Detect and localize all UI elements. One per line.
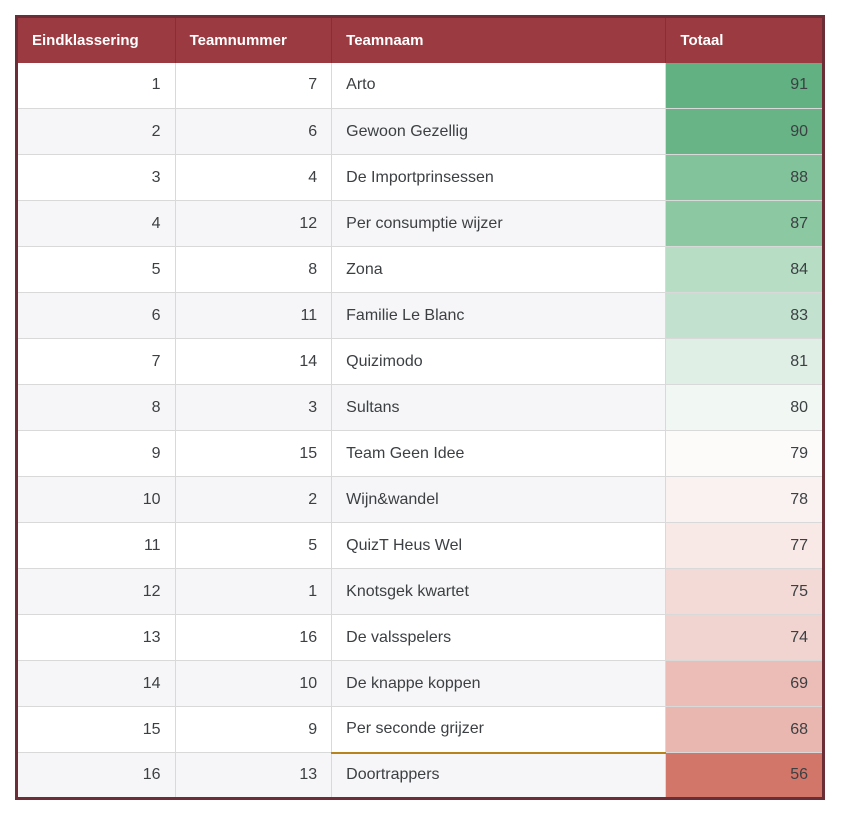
rank-cell: 9: [16, 430, 176, 477]
header-row: Eindklassering Teamnummer Teamnaam Totaa…: [16, 16, 824, 63]
header-teamnaam: Teamnaam: [331, 16, 666, 63]
table-row: 8 3 Sultans 80: [16, 384, 824, 431]
header-teamnummer: Teamnummer: [174, 16, 332, 63]
team-number-cell: 5: [174, 522, 332, 569]
rank-cell: 4: [16, 200, 176, 247]
rank-cell: 2: [16, 108, 176, 155]
table-row: 3 4 De Importprinsessen 88: [16, 154, 824, 201]
total-score-cell: 80: [665, 384, 824, 431]
total-score-cell: 91: [665, 62, 824, 109]
team-name-cell: Per seconde grijzer: [331, 706, 666, 753]
team-name-cell: De Importprinsessen: [331, 154, 666, 201]
team-number-cell: 16: [174, 614, 332, 661]
rank-cell: 15: [16, 706, 176, 753]
table-row: 10 2 Wijn&wandel 78: [16, 476, 824, 523]
rank-cell: 5: [16, 246, 176, 293]
total-score-cell: 74: [665, 614, 824, 661]
total-score-cell: 79: [665, 430, 824, 477]
team-number-cell: 12: [174, 200, 332, 247]
rank-cell: 3: [16, 154, 176, 201]
total-score-cell: 84: [665, 246, 824, 293]
table-row: 9 15 Team Geen Idee 79: [16, 430, 824, 477]
total-score-cell: 77: [665, 522, 824, 569]
table-row: 6 11 Familie Le Blanc 83: [16, 292, 824, 339]
team-number-cell: 10: [174, 660, 332, 707]
team-name-cell: Gewoon Gezellig: [331, 108, 666, 155]
table-row: 14 10 De knappe koppen 69: [16, 660, 824, 707]
team-number-cell: 2: [174, 476, 332, 523]
table-header: Eindklassering Teamnummer Teamnaam Totaa…: [16, 16, 824, 63]
team-name-cell: Quizimodo: [331, 338, 666, 385]
total-score-cell: 68: [665, 706, 824, 753]
total-score-cell: 83: [665, 292, 824, 339]
total-score-cell: 75: [665, 568, 824, 615]
team-name-cell: Wijn&wandel: [331, 476, 666, 523]
table-body: 1 7 Arto 91 2 6 Gewoon Gezellig 90 3 4 D…: [16, 62, 824, 799]
rank-cell: 7: [16, 338, 176, 385]
team-name-cell: De knappe koppen: [331, 660, 666, 707]
rank-cell: 6: [16, 292, 176, 339]
team-number-cell: 7: [174, 62, 332, 109]
rank-cell: 13: [16, 614, 176, 661]
table-row: 4 12 Per consumptie wijzer 87: [16, 200, 824, 247]
team-name-cell: Sultans: [331, 384, 666, 431]
total-score-cell: 88: [665, 154, 824, 201]
team-number-cell: 4: [174, 154, 332, 201]
rank-cell: 14: [16, 660, 176, 707]
table-row: 13 16 De valsspelers 74: [16, 614, 824, 661]
header-eindklassering: Eindklassering: [16, 16, 176, 63]
rank-cell: 16: [16, 752, 176, 799]
total-score-cell: 81: [665, 338, 824, 385]
table-row: 5 8 Zona 84: [16, 246, 824, 293]
rank-cell: 1: [16, 62, 176, 109]
team-number-cell: 15: [174, 430, 332, 477]
total-score-cell: 78: [665, 476, 824, 523]
team-name-cell: Arto: [331, 62, 666, 109]
team-name-cell: Per consumptie wijzer: [331, 200, 666, 247]
table-row: 12 1 Knotsgek kwartet 75: [16, 568, 824, 615]
header-totaal: Totaal: [665, 16, 824, 63]
team-name-cell: Doortrappers: [331, 751, 666, 799]
results-table: Eindklassering Teamnummer Teamnaam Totaa…: [15, 15, 825, 800]
table-row: 15 9 Per seconde grijzer 68: [16, 706, 824, 753]
total-score-cell: 69: [665, 660, 824, 707]
team-number-cell: 14: [174, 338, 332, 385]
rank-cell: 10: [16, 476, 176, 523]
rank-cell: 8: [16, 384, 176, 431]
total-score-cell: 90: [665, 108, 824, 155]
rank-cell: 12: [16, 568, 176, 615]
rank-cell: 11: [16, 522, 176, 569]
team-name-cell: Knotsgek kwartet: [331, 568, 666, 615]
team-number-cell: 13: [174, 752, 332, 799]
team-number-cell: 3: [174, 384, 332, 431]
team-name-cell: Team Geen Idee: [331, 430, 666, 477]
team-number-cell: 9: [174, 706, 332, 753]
team-number-cell: 8: [174, 246, 332, 293]
team-number-cell: 11: [174, 292, 332, 339]
team-name-cell: QuizT Heus Wel: [331, 522, 666, 569]
total-score-cell: 56: [665, 752, 824, 799]
table-row: 1 7 Arto 91: [16, 62, 824, 109]
team-number-cell: 1: [174, 568, 332, 615]
table-row: 7 14 Quizimodo 81: [16, 338, 824, 385]
team-name-cell: Familie Le Blanc: [331, 292, 666, 339]
table-row: 2 6 Gewoon Gezellig 90: [16, 108, 824, 155]
team-name-cell: Zona: [331, 246, 666, 293]
total-score-cell: 87: [665, 200, 824, 247]
team-name-cell: De valsspelers: [331, 614, 666, 661]
table-row: 16 13 Doortrappers 56: [16, 751, 824, 799]
table-row: 11 5 QuizT Heus Wel 77: [16, 522, 824, 569]
team-number-cell: 6: [174, 108, 332, 155]
